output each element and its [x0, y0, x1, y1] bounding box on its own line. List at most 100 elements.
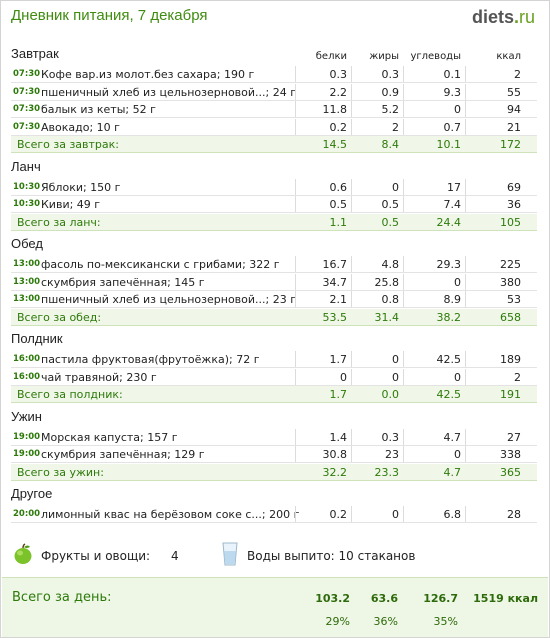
meal-total-label: Всего за полдник: — [17, 388, 123, 401]
food-time: 16:00 — [13, 354, 41, 364]
food-name[interactable]: фасоль по-мексикански с грибами; 322 г — [41, 258, 280, 271]
food-kcal: 27 — [507, 430, 521, 444]
food-kcal: 69 — [507, 180, 521, 194]
food-row[interactable]: 13:00 скумбрия запечённая; 145 г 34.7 25.8 0… — [11, 273, 537, 291]
column-divider — [465, 428, 466, 445]
food-name[interactable]: лимонный квас на берёзовом соке с...; 20… — [41, 508, 300, 521]
brand-logo[interactable]: diets.ru — [472, 7, 535, 28]
food-name[interactable]: Яблоки; 150 г — [41, 180, 121, 194]
column-divider — [465, 118, 466, 135]
water-glass-icon — [222, 542, 238, 566]
meal-title: Обед — [11, 236, 43, 251]
food-row[interactable]: 10:30 Яблоки; 150 г 0.6 0 17 69 — [11, 178, 537, 196]
food-name[interactable]: Авокадо; 10 г — [41, 120, 120, 134]
column-divider — [351, 351, 352, 367]
food-protein: 1.4 — [329, 430, 348, 444]
column-divider — [351, 368, 352, 385]
food-kcal: 225 — [500, 258, 521, 271]
column-divider — [351, 178, 352, 195]
food-name[interactable]: балык из кеты; 52 г — [41, 103, 156, 116]
header: Дневник питания, 7 декабря diets.ru — [11, 7, 539, 31]
food-carbs: 29.3 — [436, 258, 462, 271]
meal-total-protein: 14.5 — [322, 138, 348, 151]
column-divider — [351, 446, 352, 462]
food-kcal: 36 — [507, 198, 521, 211]
food-name[interactable]: Морская капуста; 157 г — [41, 430, 178, 444]
column-divider — [465, 506, 466, 522]
meal-total-row: Всего за полдник: 1.7 0.0 42.5 191 — [11, 386, 537, 403]
column-divider — [403, 118, 404, 135]
food-name[interactable]: скумбрия запечённая; 145 г — [41, 275, 205, 289]
food-row[interactable]: 20:00 лимонный квас на берёзовом соке с..… — [11, 506, 537, 523]
food-name[interactable]: чай травяной; 230 г — [41, 370, 157, 384]
column-divider — [465, 196, 466, 212]
food-kcal: 2 — [514, 370, 521, 384]
food-row[interactable]: 19:00 скумбрия запечённая; 129 г 30.8 23 0 33… — [11, 446, 537, 463]
meal-total-protein: 1.1 — [329, 215, 348, 229]
food-fat: 0.3 — [381, 68, 400, 81]
meal-total-label: Всего за ужин: — [17, 465, 104, 479]
food-kcal: 53 — [507, 293, 521, 306]
meal-total-row: Всего за обед: 53.5 31.4 38.2 658 — [11, 308, 537, 326]
food-name[interactable]: пшеничный хлеб из цельнозерновой...; 23 … — [41, 293, 297, 306]
food-protein: 0.2 — [329, 508, 348, 521]
food-carbs: 0.1 — [443, 68, 462, 81]
food-row[interactable]: 13:00 пшеничный хлеб из цельнозерновой...… — [11, 291, 537, 308]
food-row[interactable]: 07:30 Авокадо; 10 г 0.2 2 0.7 21 — [11, 118, 537, 136]
column-divider — [295, 368, 296, 385]
day-total-protein-pct: 29% — [325, 615, 350, 628]
food-protein: 0.3 — [329, 68, 348, 81]
meal-title: Другое — [11, 486, 53, 501]
food-row[interactable]: 13:00 фасоль по-мексикански с грибами; 32… — [11, 256, 537, 273]
food-row[interactable]: 16:00 чай травяной; 230 г 0 0 0 2 — [11, 368, 537, 386]
column-divider — [295, 291, 296, 307]
food-time: 16:00 — [13, 371, 41, 382]
food-protein: 16.7 — [322, 258, 348, 271]
column-divider — [403, 428, 404, 445]
day-total-fat-pct: 36% — [373, 615, 398, 628]
column-divider — [403, 368, 404, 385]
column-divider — [295, 66, 296, 82]
column-divider — [465, 368, 466, 385]
column-divider — [295, 118, 296, 135]
column-divider — [465, 291, 466, 307]
food-carbs: 0 — [454, 370, 461, 384]
food-protein: 0.5 — [329, 198, 348, 211]
column-divider — [295, 83, 296, 100]
meal-total-protein: 1.7 — [329, 388, 348, 401]
food-fat: 5.2 — [381, 103, 400, 116]
food-name[interactable]: Киви; 49 г — [41, 198, 101, 211]
meal-total-carbs: 24.4 — [436, 215, 462, 229]
meal-total-fat: 31.4 — [374, 310, 400, 324]
meal-total-carbs: 42.5 — [436, 388, 462, 401]
food-row[interactable]: 19:00 Морская капуста; 157 г 1.4 0.3 4.7 27 — [11, 428, 537, 446]
day-total-carbs: 126.7 — [423, 592, 458, 605]
food-kcal: 55 — [507, 85, 521, 99]
meal-total-kcal: 191 — [500, 388, 521, 401]
food-name[interactable]: пастила фруктовая(фрутоёжка); 72 г — [41, 353, 260, 366]
food-name[interactable]: Кофе вар.из молот.без сахара; 190 г — [41, 68, 255, 81]
food-name[interactable]: пшеничный хлеб из цельнозерновой...; 24 … — [41, 85, 297, 99]
food-protein: 11.8 — [322, 103, 348, 116]
food-row[interactable]: 07:30 пшеничный хлеб из цельнозерновой...… — [11, 83, 537, 101]
column-divider — [351, 273, 352, 290]
meal-total-row: Всего за ужин: 32.2 23.3 4.7 365 — [11, 463, 537, 481]
brand-dot: . — [513, 7, 519, 27]
food-name[interactable]: скумбрия запечённая; 129 г — [41, 448, 205, 461]
column-divider — [403, 291, 404, 307]
food-carbs: 6.8 — [443, 508, 462, 521]
day-total-protein: 103.2 — [315, 592, 350, 605]
column-divider — [403, 446, 404, 462]
column-divider — [351, 66, 352, 82]
food-row[interactable]: 16:00 пастила фруктовая(фрутоёжка); 72 г 1… — [11, 351, 537, 368]
meal-total-fat: 23.3 — [374, 465, 400, 479]
food-kcal: 94 — [507, 103, 521, 116]
column-divider — [403, 66, 404, 82]
food-row[interactable]: 07:30 Кофе вар.из молот.без сахара; 190 г… — [11, 66, 537, 83]
meal-total-protein: 53.5 — [322, 310, 348, 324]
meal-total-kcal: 105 — [500, 215, 521, 229]
food-kcal: 2 — [514, 68, 521, 81]
food-row[interactable]: 10:30 Киви; 49 г 0.5 0.5 7.4 36 — [11, 196, 537, 213]
food-fat: 0.9 — [381, 85, 400, 99]
food-row[interactable]: 07:30 балык из кеты; 52 г 11.8 5.2 0 94 — [11, 101, 537, 118]
